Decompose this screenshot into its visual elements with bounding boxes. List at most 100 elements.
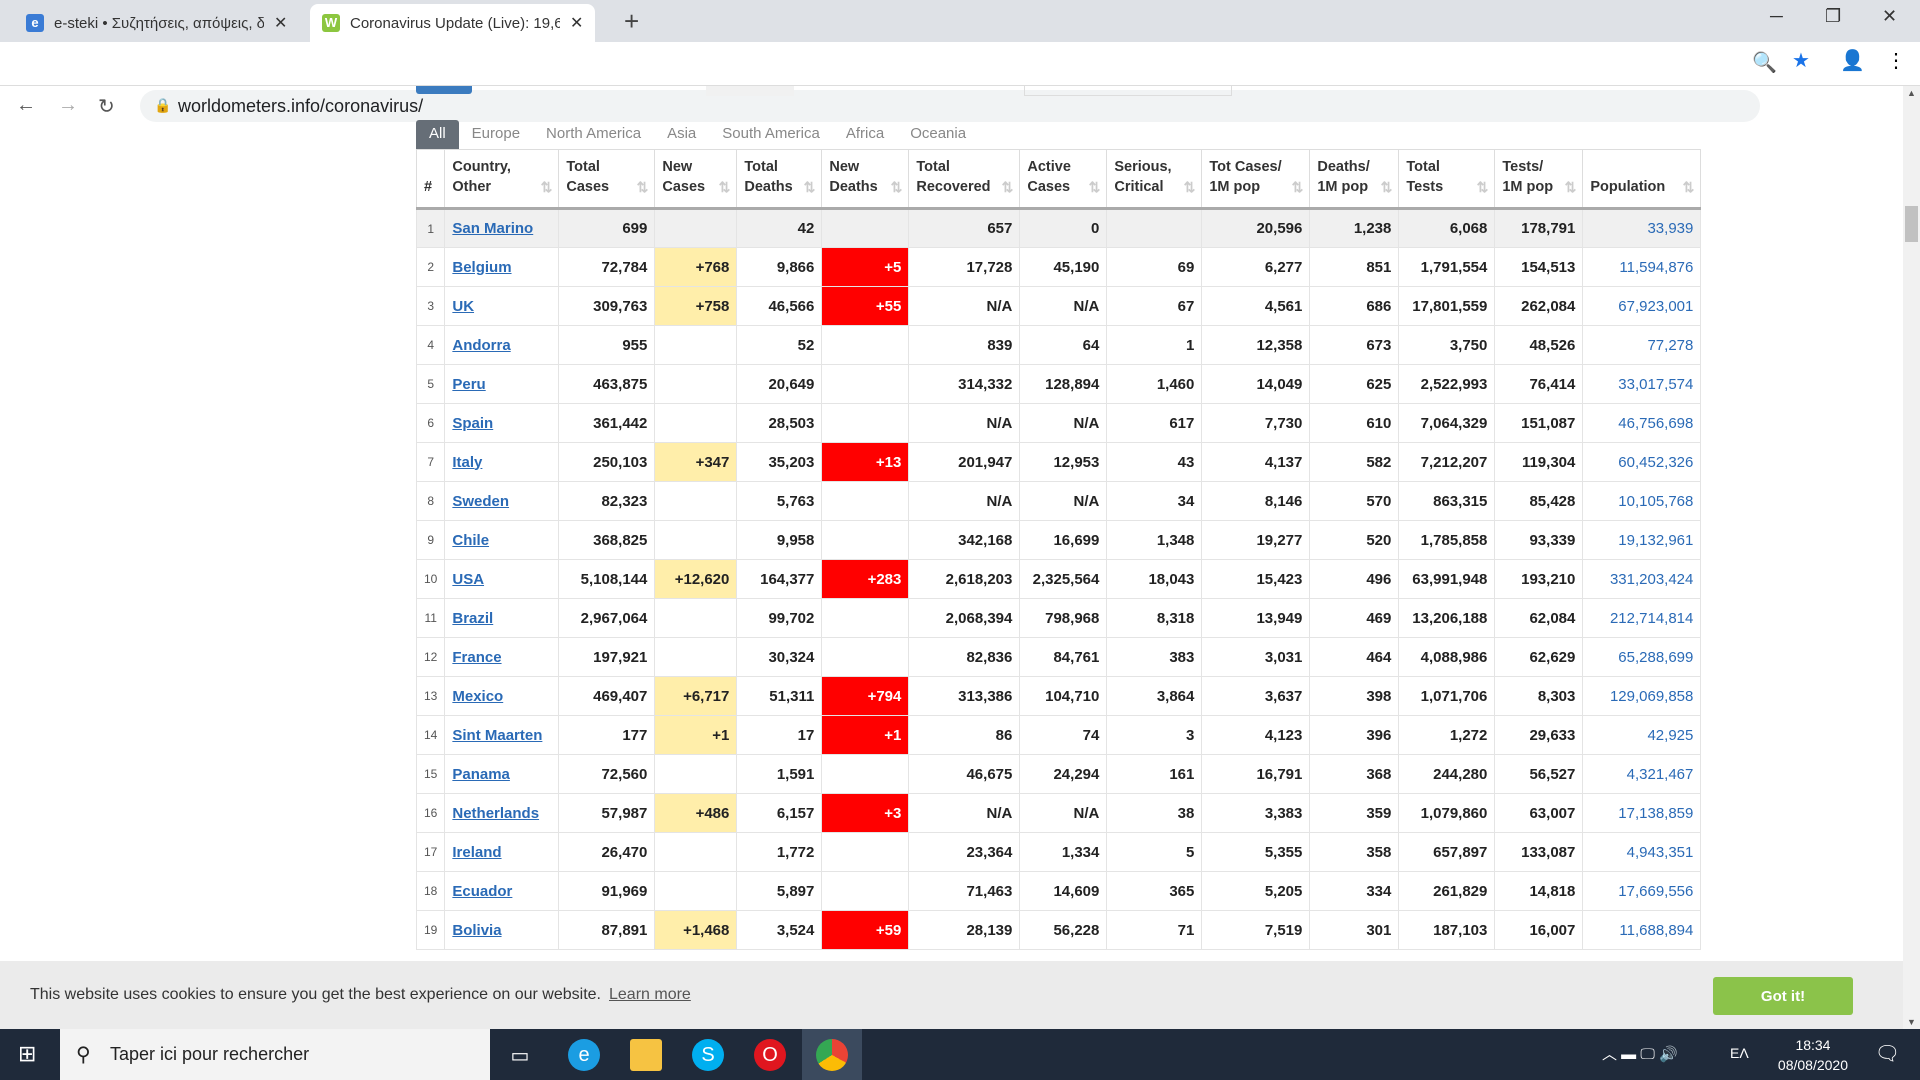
country-link[interactable]: Andorra: [452, 336, 511, 354]
menu-icon[interactable]: ⋮: [1886, 50, 1906, 72]
zoom-icon[interactable]: 🔍: [1752, 52, 1777, 74]
sort-icon[interactable]: ⇅: [718, 179, 731, 195]
tab-e-steki[interactable]: e e-steki • Συζητήσεις, απόψεις, δι ✕: [14, 4, 299, 42]
got-it-button[interactable]: Got it!: [1713, 977, 1853, 1015]
cell-total-tests: 7,212,207: [1398, 442, 1496, 482]
cell-new-cases: +1: [654, 715, 738, 755]
column-header[interactable]: New Cases ⇅: [654, 149, 738, 210]
region-tab-africa[interactable]: Africa: [845, 125, 885, 142]
country-link[interactable]: Peru: [452, 375, 486, 393]
country-link[interactable]: Spain: [452, 414, 494, 432]
reload-button[interactable]: ↻: [98, 96, 115, 118]
sort-icon[interactable]: ⇅: [1183, 179, 1196, 195]
header-line: Tests: [1406, 179, 1444, 195]
cell-new-deaths: +283: [821, 559, 910, 599]
sort-icon[interactable]: ⇅: [1564, 179, 1577, 195]
cell-new-cases: [654, 403, 738, 443]
close-tab-icon[interactable]: ✕: [570, 15, 584, 32]
close-window-button[interactable]: ✕: [1882, 6, 1898, 26]
cell-active-cases: 84,761: [1019, 637, 1108, 677]
cell-total-recovered: 201,947: [908, 442, 1021, 482]
sort-icon[interactable]: ⇅: [1001, 179, 1014, 195]
forward-button[interactable]: →: [58, 94, 78, 116]
learn-more-link[interactable]: Learn more: [609, 986, 691, 1003]
opera-icon[interactable]: O: [754, 1039, 786, 1071]
maximize-button[interactable]: ❐: [1825, 6, 1842, 26]
column-header[interactable]: Total Tests ⇅: [1398, 149, 1496, 210]
column-header[interactable]: New Deaths ⇅: [821, 149, 910, 210]
column-header[interactable]: Deaths/1M pop ⇅: [1309, 149, 1400, 210]
profile-avatar[interactable]: 👤: [1840, 50, 1865, 72]
sort-icon[interactable]: ⇅: [636, 179, 649, 195]
windows-start-icon[interactable]: ⊞: [18, 1041, 37, 1066]
country-link[interactable]: Brazil: [452, 609, 494, 627]
table-row: 6 Spain 361,442 28,503 N/A N/A 617 7,730 610 7,06…: [415, 403, 1702, 443]
partial-button[interactable]: [416, 86, 472, 94]
column-header[interactable]: Country, Other ⇅: [444, 149, 560, 210]
country-link[interactable]: Italy: [452, 453, 483, 471]
region-tab-all[interactable]: All: [416, 120, 459, 149]
country-link[interactable]: Ireland: [452, 843, 502, 861]
sort-icon[interactable]: ⇅: [890, 179, 903, 195]
chrome-taskbar-button[interactable]: [802, 1029, 862, 1080]
country-link[interactable]: Netherlands: [452, 804, 540, 822]
column-header[interactable]: Total Deaths ⇅: [736, 149, 823, 210]
country-link[interactable]: Sweden: [452, 492, 510, 510]
file-explorer-icon[interactable]: [630, 1039, 662, 1071]
column-header[interactable]: Serious, Critical ⇅: [1106, 149, 1203, 210]
scroll-down-icon[interactable]: ▼: [1907, 1017, 1916, 1027]
header-line: 1M pop: [1502, 179, 1554, 195]
notifications-icon[interactable]: 🗨: [1874, 1043, 1900, 1065]
region-tab-oceania[interactable]: Oceania: [910, 125, 967, 142]
column-header[interactable]: Total Cases ⇅: [558, 149, 656, 210]
country-link[interactable]: Bolivia: [452, 921, 502, 939]
country-link[interactable]: Chile: [452, 531, 490, 549]
taskbar-search[interactable]: ⚲ Taper ici pour rechercher: [60, 1029, 490, 1080]
cell-total-cases: 309,763: [558, 286, 656, 326]
scrollbar[interactable]: ▲ ▼: [1903, 86, 1920, 1029]
scroll-up-icon[interactable]: ▲: [1907, 88, 1916, 98]
minimize-button[interactable]: ─: [1770, 6, 1783, 26]
country-link[interactable]: France: [452, 648, 502, 666]
close-tab-icon[interactable]: ✕: [274, 15, 288, 32]
task-view-icon[interactable]: ▭: [510, 1044, 530, 1067]
column-header[interactable]: Tot Cases/1M pop ⇅: [1201, 149, 1311, 210]
region-tab-asia[interactable]: Asia: [667, 125, 697, 142]
edge-icon[interactable]: e: [568, 1039, 600, 1071]
url-input[interactable]: 🔒 worldometers.info/coronavirus/: [140, 90, 1760, 122]
region-tab-south-america[interactable]: South America: [722, 125, 820, 142]
region-tab-north-america[interactable]: North America: [546, 125, 642, 142]
region-tab-europe[interactable]: Europe: [471, 125, 521, 142]
scrollbar-thumb[interactable]: [1905, 206, 1918, 242]
country-link[interactable]: USA: [452, 570, 485, 588]
sort-icon[interactable]: ⇅: [1291, 179, 1304, 195]
clock[interactable]: 18:34 08/08/2020: [1778, 1035, 1848, 1075]
new-tab-button[interactable]: +: [624, 6, 640, 36]
column-header[interactable]: #: [415, 149, 446, 210]
column-header[interactable]: Total Recovered ⇅: [908, 149, 1021, 210]
tab-coronavirus[interactable]: W Coronavirus Update (Live): 19,63 ✕: [310, 4, 596, 42]
sort-icon[interactable]: ⇅: [1380, 179, 1393, 195]
sort-icon[interactable]: ⇅: [540, 179, 553, 195]
column-header[interactable]: Active Cases ⇅: [1019, 149, 1108, 210]
cell-active-cases: N/A: [1019, 481, 1108, 521]
sort-icon[interactable]: ⇅: [1476, 179, 1489, 195]
language-indicator[interactable]: EΛ: [1730, 1045, 1749, 1061]
sort-icon[interactable]: ⇅: [1682, 179, 1695, 195]
country-link[interactable]: Panama: [452, 765, 510, 783]
country-link[interactable]: Ecuador: [452, 882, 513, 900]
tray-icons[interactable]: ︿ ▬ 🖵 🔊: [1602, 1046, 1678, 1063]
sort-icon[interactable]: ⇅: [803, 179, 816, 195]
column-header[interactable]: Population ⇅: [1582, 149, 1702, 210]
back-button[interactable]: ←: [16, 94, 36, 116]
sort-icon[interactable]: ⇅: [1088, 179, 1101, 195]
column-header[interactable]: Tests/1M pop ⇅: [1494, 149, 1584, 210]
country-link[interactable]: Sint Maarten: [452, 726, 543, 744]
country-link[interactable]: Belgium: [452, 258, 512, 276]
country-link[interactable]: San Marino: [452, 220, 534, 237]
country-link[interactable]: UK: [452, 297, 475, 315]
country-link[interactable]: Mexico: [452, 687, 504, 705]
bookmark-star-icon[interactable]: ★: [1792, 50, 1810, 72]
partial-search-input[interactable]: [1024, 86, 1232, 96]
skype-icon[interactable]: S: [692, 1039, 724, 1071]
